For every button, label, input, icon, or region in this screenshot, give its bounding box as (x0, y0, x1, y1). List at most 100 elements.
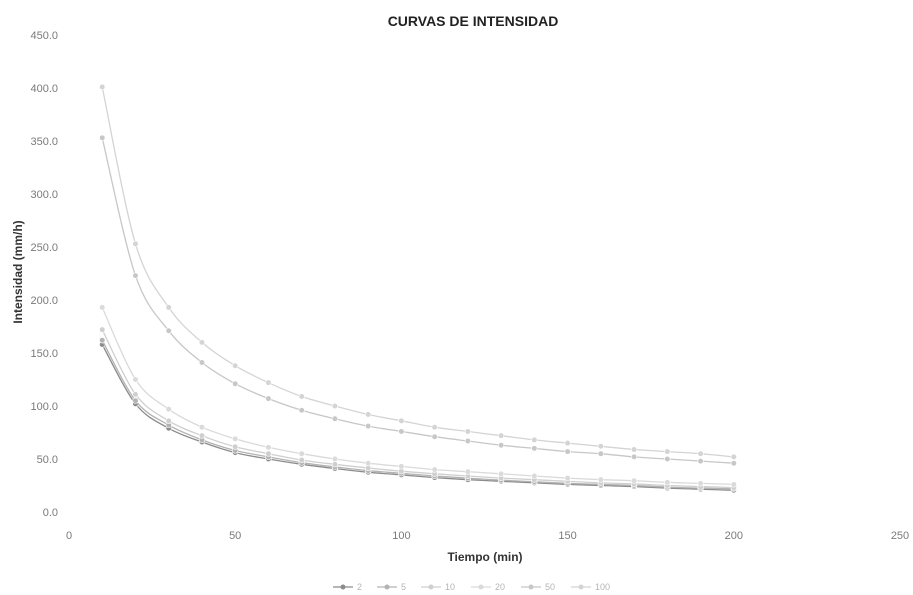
data-point (564, 448, 571, 455)
legend-swatch-marker (578, 584, 584, 590)
data-point (99, 83, 106, 91)
data-point (697, 458, 704, 465)
y-tick-label: 200.0 (30, 295, 58, 307)
x-axis-title: Tiempo (min) (447, 550, 522, 564)
data-point (498, 470, 505, 477)
y-tick-labels: 0.0 50.0 100.0 150.0 200.0 250.0 300.0 350.0 400… (30, 30, 58, 519)
data-point (165, 304, 172, 311)
data-point (398, 463, 405, 470)
data-point (664, 479, 671, 486)
x-tick-labels: 0 50 100 150 200 250 (66, 530, 909, 542)
data-point (697, 480, 704, 487)
data-point (365, 460, 372, 467)
data-point (597, 443, 604, 450)
legend-label: 10 (445, 582, 455, 592)
data-point (597, 476, 604, 483)
series-10 (99, 326, 737, 491)
data-point (232, 362, 239, 369)
y-tick-label: 50.0 (37, 454, 58, 466)
series-100 (99, 83, 737, 460)
legend-label: 50 (545, 582, 555, 592)
data-point (531, 445, 538, 452)
legend: 2 5 10 20 50 100 (333, 582, 610, 592)
data-point (198, 432, 206, 439)
data-point (232, 380, 239, 387)
x-tick-label: 150 (558, 530, 576, 542)
legend-item: 50 (521, 582, 555, 592)
y-tick-label: 300.0 (30, 189, 58, 201)
legend-swatch-marker (428, 584, 434, 590)
legend-swatch-marker (478, 584, 484, 590)
series-line (101, 329, 734, 489)
data-point (630, 477, 638, 484)
data-point (431, 424, 438, 431)
series-line (101, 339, 734, 490)
series-20 (99, 304, 737, 488)
data-point (331, 455, 339, 463)
chart-title: CURVAS DE INTENSIDAD (388, 13, 559, 29)
data-point (597, 450, 604, 457)
data-point (198, 359, 206, 366)
x-tick-label: 0 (66, 530, 72, 542)
plot-series (99, 83, 737, 494)
data-point (198, 424, 206, 431)
y-tick-label: 100.0 (30, 401, 58, 413)
legend-swatch-marker (528, 584, 534, 590)
data-point (464, 468, 471, 475)
data-point (132, 376, 139, 383)
data-point (132, 391, 139, 398)
data-point (531, 436, 538, 444)
data-point (298, 456, 305, 464)
data-point (630, 446, 638, 453)
data-point (232, 443, 239, 450)
data-point (398, 417, 405, 424)
y-tick-label: 400.0 (30, 83, 58, 95)
y-axis-title: Intensidad (mm/h) (11, 220, 25, 323)
series-line (101, 86, 734, 458)
data-point (165, 417, 172, 424)
data-point (498, 432, 505, 439)
data-point (664, 448, 671, 455)
data-point (132, 272, 139, 279)
legend-label: 5 (401, 582, 406, 592)
x-tick-label: 100 (392, 530, 410, 542)
data-point (132, 240, 139, 247)
legend-label: 20 (495, 582, 505, 592)
series-50 (99, 134, 737, 467)
data-point (265, 395, 272, 402)
data-point (464, 437, 471, 445)
data-point (165, 406, 172, 413)
data-point (232, 435, 239, 442)
data-point (99, 134, 106, 141)
data-point (730, 453, 737, 460)
data-point (730, 460, 737, 467)
legend-item: 20 (471, 582, 505, 592)
data-point (630, 453, 638, 460)
data-point (697, 450, 704, 457)
data-point (165, 327, 172, 334)
data-point (331, 402, 339, 410)
y-tick-label: 450.0 (30, 30, 58, 42)
data-point (265, 379, 272, 386)
legend-label: 2 (357, 582, 362, 592)
legend-item: 10 (421, 582, 455, 592)
data-point (730, 481, 737, 488)
data-point (298, 407, 305, 414)
data-point (365, 423, 372, 430)
data-point (99, 326, 106, 333)
data-point (99, 304, 106, 311)
data-point (464, 428, 471, 435)
y-tick-label: 250.0 (30, 242, 58, 254)
x-tick-label: 250 (891, 530, 909, 542)
data-point (431, 433, 438, 440)
data-point (564, 440, 571, 447)
legend-item: 2 (333, 582, 362, 592)
data-point (531, 472, 538, 480)
legend-item: 100 (571, 582, 610, 592)
legend-swatch-marker (384, 584, 390, 590)
data-point (198, 339, 206, 346)
data-point (265, 450, 272, 457)
legend-label: 100 (595, 582, 610, 592)
